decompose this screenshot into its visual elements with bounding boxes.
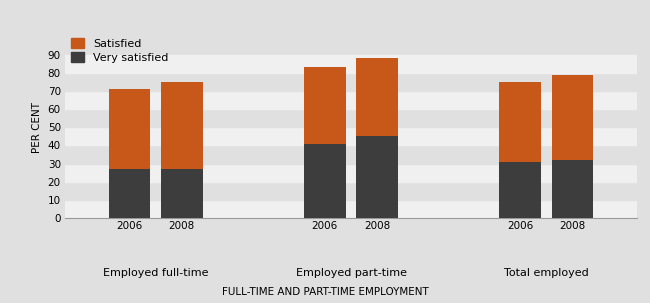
Bar [65, 109, 637, 127]
Bar [499, 82, 541, 162]
Bar [161, 169, 203, 218]
Bar [65, 145, 637, 164]
Text: Employed full-time: Employed full-time [103, 268, 209, 278]
Bar [356, 58, 398, 136]
Bar [109, 169, 150, 218]
Text: Total employed: Total employed [504, 268, 589, 278]
Bar [65, 127, 637, 145]
Bar [356, 136, 398, 218]
Bar [304, 144, 346, 218]
Bar [161, 82, 203, 169]
Bar [65, 91, 637, 109]
Text: FULL-TIME AND PART-TIME EMPLOYMENT: FULL-TIME AND PART-TIME EMPLOYMENT [222, 287, 428, 297]
Bar [552, 160, 593, 218]
Bar [109, 89, 150, 169]
Bar [65, 164, 637, 182]
Bar [65, 73, 637, 91]
Text: Employed part-time: Employed part-time [296, 268, 406, 278]
Bar [65, 55, 637, 73]
Y-axis label: PER CENT: PER CENT [32, 102, 42, 153]
Legend: Satisfied, Very satisfied: Satisfied, Very satisfied [71, 38, 168, 63]
Bar [552, 75, 593, 160]
Bar [304, 67, 346, 144]
Bar [499, 162, 541, 218]
Bar [65, 182, 637, 200]
Bar [65, 200, 637, 218]
